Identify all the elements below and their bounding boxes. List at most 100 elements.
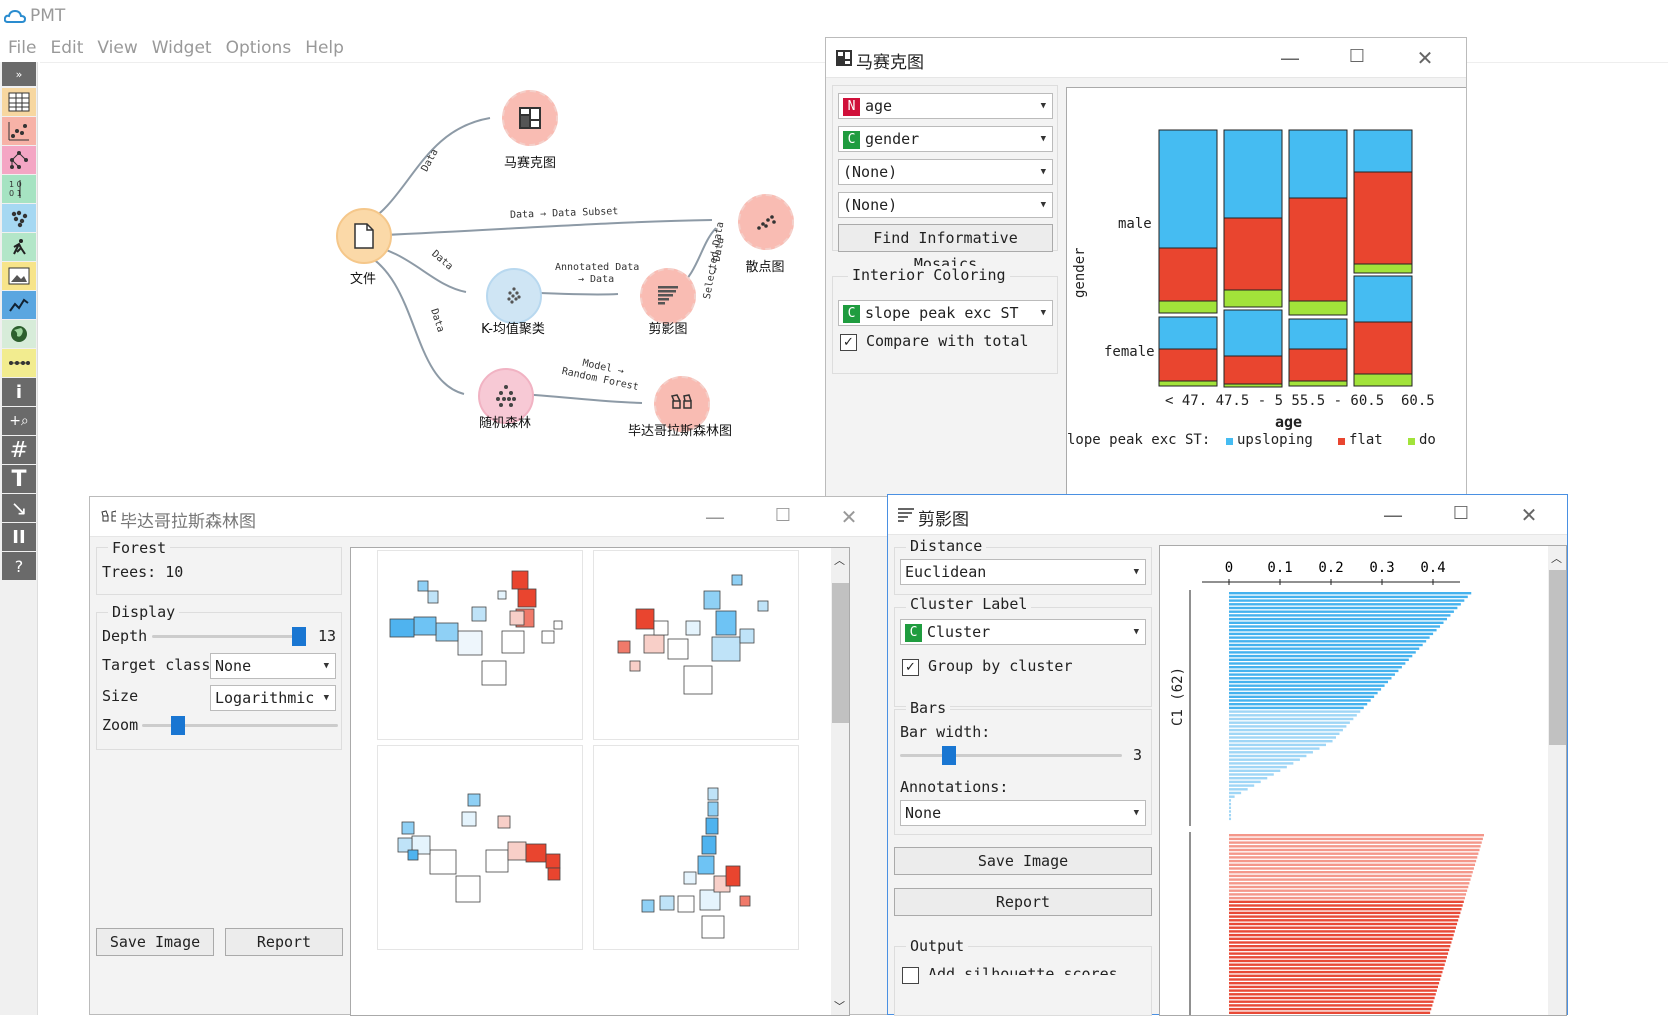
- minimize-button[interactable]: —: [1383, 503, 1403, 527]
- model-category-button[interactable]: [2, 146, 36, 174]
- mosaic-tile[interactable]: [1288, 318, 1348, 350]
- mosaic-tile[interactable]: [1223, 217, 1283, 291]
- mosaic-tile[interactable]: [1353, 321, 1413, 375]
- node-silhouette[interactable]: [640, 268, 696, 324]
- chevron-down-icon[interactable]: ﹀: [834, 1000, 845, 1013]
- mosaic-tile[interactable]: [1288, 380, 1348, 387]
- zoom-icon[interactable]: +⌕: [2, 407, 36, 435]
- text-icon[interactable]: T: [2, 465, 36, 493]
- menu-view[interactable]: View: [97, 38, 138, 58]
- node-pythagorean[interactable]: [654, 376, 710, 432]
- zoom-slider[interactable]: [171, 716, 185, 735]
- chevron-up-icon[interactable]: ︿: [834, 554, 845, 567]
- bar-width-slider[interactable]: [942, 746, 956, 765]
- menu-edit[interactable]: Edit: [50, 38, 84, 58]
- timeseries-category-button[interactable]: [2, 291, 36, 319]
- mosaic-tile[interactable]: [1223, 129, 1283, 219]
- link-file-forest[interactable]: [361, 251, 465, 395]
- mosaic-tile[interactable]: [1223, 309, 1283, 357]
- chevron-up-icon[interactable]: ︿: [1551, 552, 1562, 565]
- find-informative-mosaics-button[interactable]: Find Informative Mosaics: [838, 224, 1053, 273]
- forest-grid[interactable]: ︿ ﹀: [350, 547, 850, 1016]
- node-mosaic[interactable]: [502, 90, 558, 146]
- save-image-button[interactable]: Save Image: [894, 847, 1152, 875]
- add-silhouette-scores-checkbox[interactable]: [902, 967, 919, 984]
- network-category-button[interactable]: [2, 349, 36, 377]
- mosaic-tile[interactable]: [1223, 383, 1283, 388]
- help-icon[interactable]: ?: [2, 552, 36, 580]
- annotations-combo[interactable]: None ▼: [900, 800, 1146, 826]
- mosaic-tile[interactable]: [1158, 348, 1218, 382]
- arrow-icon[interactable]: ↘: [2, 494, 36, 522]
- link-file-scatter[interactable]: [361, 219, 713, 237]
- mosaic-tile[interactable]: [1353, 373, 1413, 387]
- minimize-button[interactable]: —: [705, 505, 725, 529]
- node-scatter[interactable]: [738, 194, 794, 250]
- tree-cell[interactable]: [593, 550, 799, 740]
- node-kmeans[interactable]: [486, 268, 542, 324]
- mosaic-tile[interactable]: [1353, 275, 1413, 323]
- pause-icon[interactable]: II: [2, 523, 36, 551]
- tree-cell[interactable]: [377, 745, 583, 950]
- mosaic-tile[interactable]: [1158, 247, 1218, 302]
- variable-3-combo[interactable]: (None) ▼: [838, 159, 1053, 185]
- node-file[interactable]: [336, 208, 392, 264]
- minimize-button[interactable]: —: [1280, 46, 1300, 70]
- vertical-scrollbar[interactable]: ︿: [1548, 546, 1566, 1015]
- mosaic-tile[interactable]: [1288, 300, 1348, 316]
- close-button[interactable]: ✕: [840, 505, 858, 529]
- mosaic-tile[interactable]: [1158, 316, 1218, 350]
- tree-cell[interactable]: [593, 745, 799, 950]
- variable-4-combo[interactable]: (None) ▼: [838, 192, 1053, 218]
- collapse-toolbar-button[interactable]: »: [2, 62, 36, 86]
- maximize-button[interactable]: ☐: [1452, 503, 1470, 524]
- menu-file[interactable]: File: [8, 38, 37, 58]
- menu-options[interactable]: Options: [225, 38, 292, 58]
- size-combo[interactable]: Logarithmic ▼: [210, 685, 336, 711]
- mosaic-tile[interactable]: [1288, 197, 1348, 302]
- mosaic-tile[interactable]: [1223, 355, 1283, 385]
- maximize-button[interactable]: ☐: [774, 505, 792, 526]
- close-button[interactable]: ✕: [1416, 46, 1434, 70]
- mosaic-tile[interactable]: [1353, 129, 1413, 173]
- menu-widget[interactable]: Widget: [151, 38, 212, 58]
- mosaic-tile[interactable]: [1353, 171, 1413, 265]
- scrollbar-thumb[interactable]: [832, 583, 849, 723]
- distance-combo[interactable]: Euclidean ▼: [900, 559, 1146, 585]
- tree-cell[interactable]: [377, 550, 583, 740]
- close-button[interactable]: ✕: [1520, 503, 1538, 527]
- save-image-button[interactable]: Save Image: [96, 928, 214, 956]
- group-by-cluster-checkbox[interactable]: ✓: [902, 659, 919, 676]
- grid-icon[interactable]: #: [2, 436, 36, 464]
- mosaic-tile[interactable]: [1158, 129, 1218, 249]
- mosaic-tile[interactable]: [1158, 380, 1218, 387]
- mosaic-plot[interactable]: gender male female: [1066, 87, 1466, 498]
- cluster-label-combo[interactable]: C Cluster ▼: [900, 619, 1146, 645]
- menu-help[interactable]: Help: [305, 38, 344, 58]
- mosaic-tile[interactable]: [1353, 263, 1413, 274]
- link-forest-pythagorean[interactable]: [517, 393, 643, 404]
- image-category-button[interactable]: [2, 262, 36, 290]
- geo-category-button[interactable]: [2, 320, 36, 348]
- silhouette-plot[interactable]: 0 0.1 0.2 0.3 0.4 C1 (62) ︿: [1159, 545, 1567, 1016]
- data-category-button[interactable]: [2, 88, 36, 116]
- compare-with-total-checkbox[interactable]: ✓: [840, 334, 857, 351]
- mosaic-tile[interactable]: [1223, 289, 1283, 308]
- depth-slider[interactable]: [292, 627, 306, 646]
- maximize-button[interactable]: ☐: [1348, 46, 1366, 67]
- report-button[interactable]: Report: [894, 888, 1152, 916]
- scrollbar-thumb[interactable]: [1549, 570, 1566, 745]
- target-class-combo[interactable]: None ▼: [210, 653, 336, 679]
- vertical-scrollbar[interactable]: ︿ ﹀: [831, 548, 849, 1015]
- mosaic-tile[interactable]: [1158, 300, 1218, 314]
- mosaic-tile[interactable]: [1288, 348, 1348, 382]
- report-button[interactable]: Report: [225, 928, 343, 956]
- unsupervised-category-button[interactable]: [2, 204, 36, 232]
- mosaic-tile[interactable]: [1288, 129, 1348, 199]
- info-icon[interactable]: i: [2, 378, 36, 406]
- node-forest[interactable]: [478, 368, 534, 424]
